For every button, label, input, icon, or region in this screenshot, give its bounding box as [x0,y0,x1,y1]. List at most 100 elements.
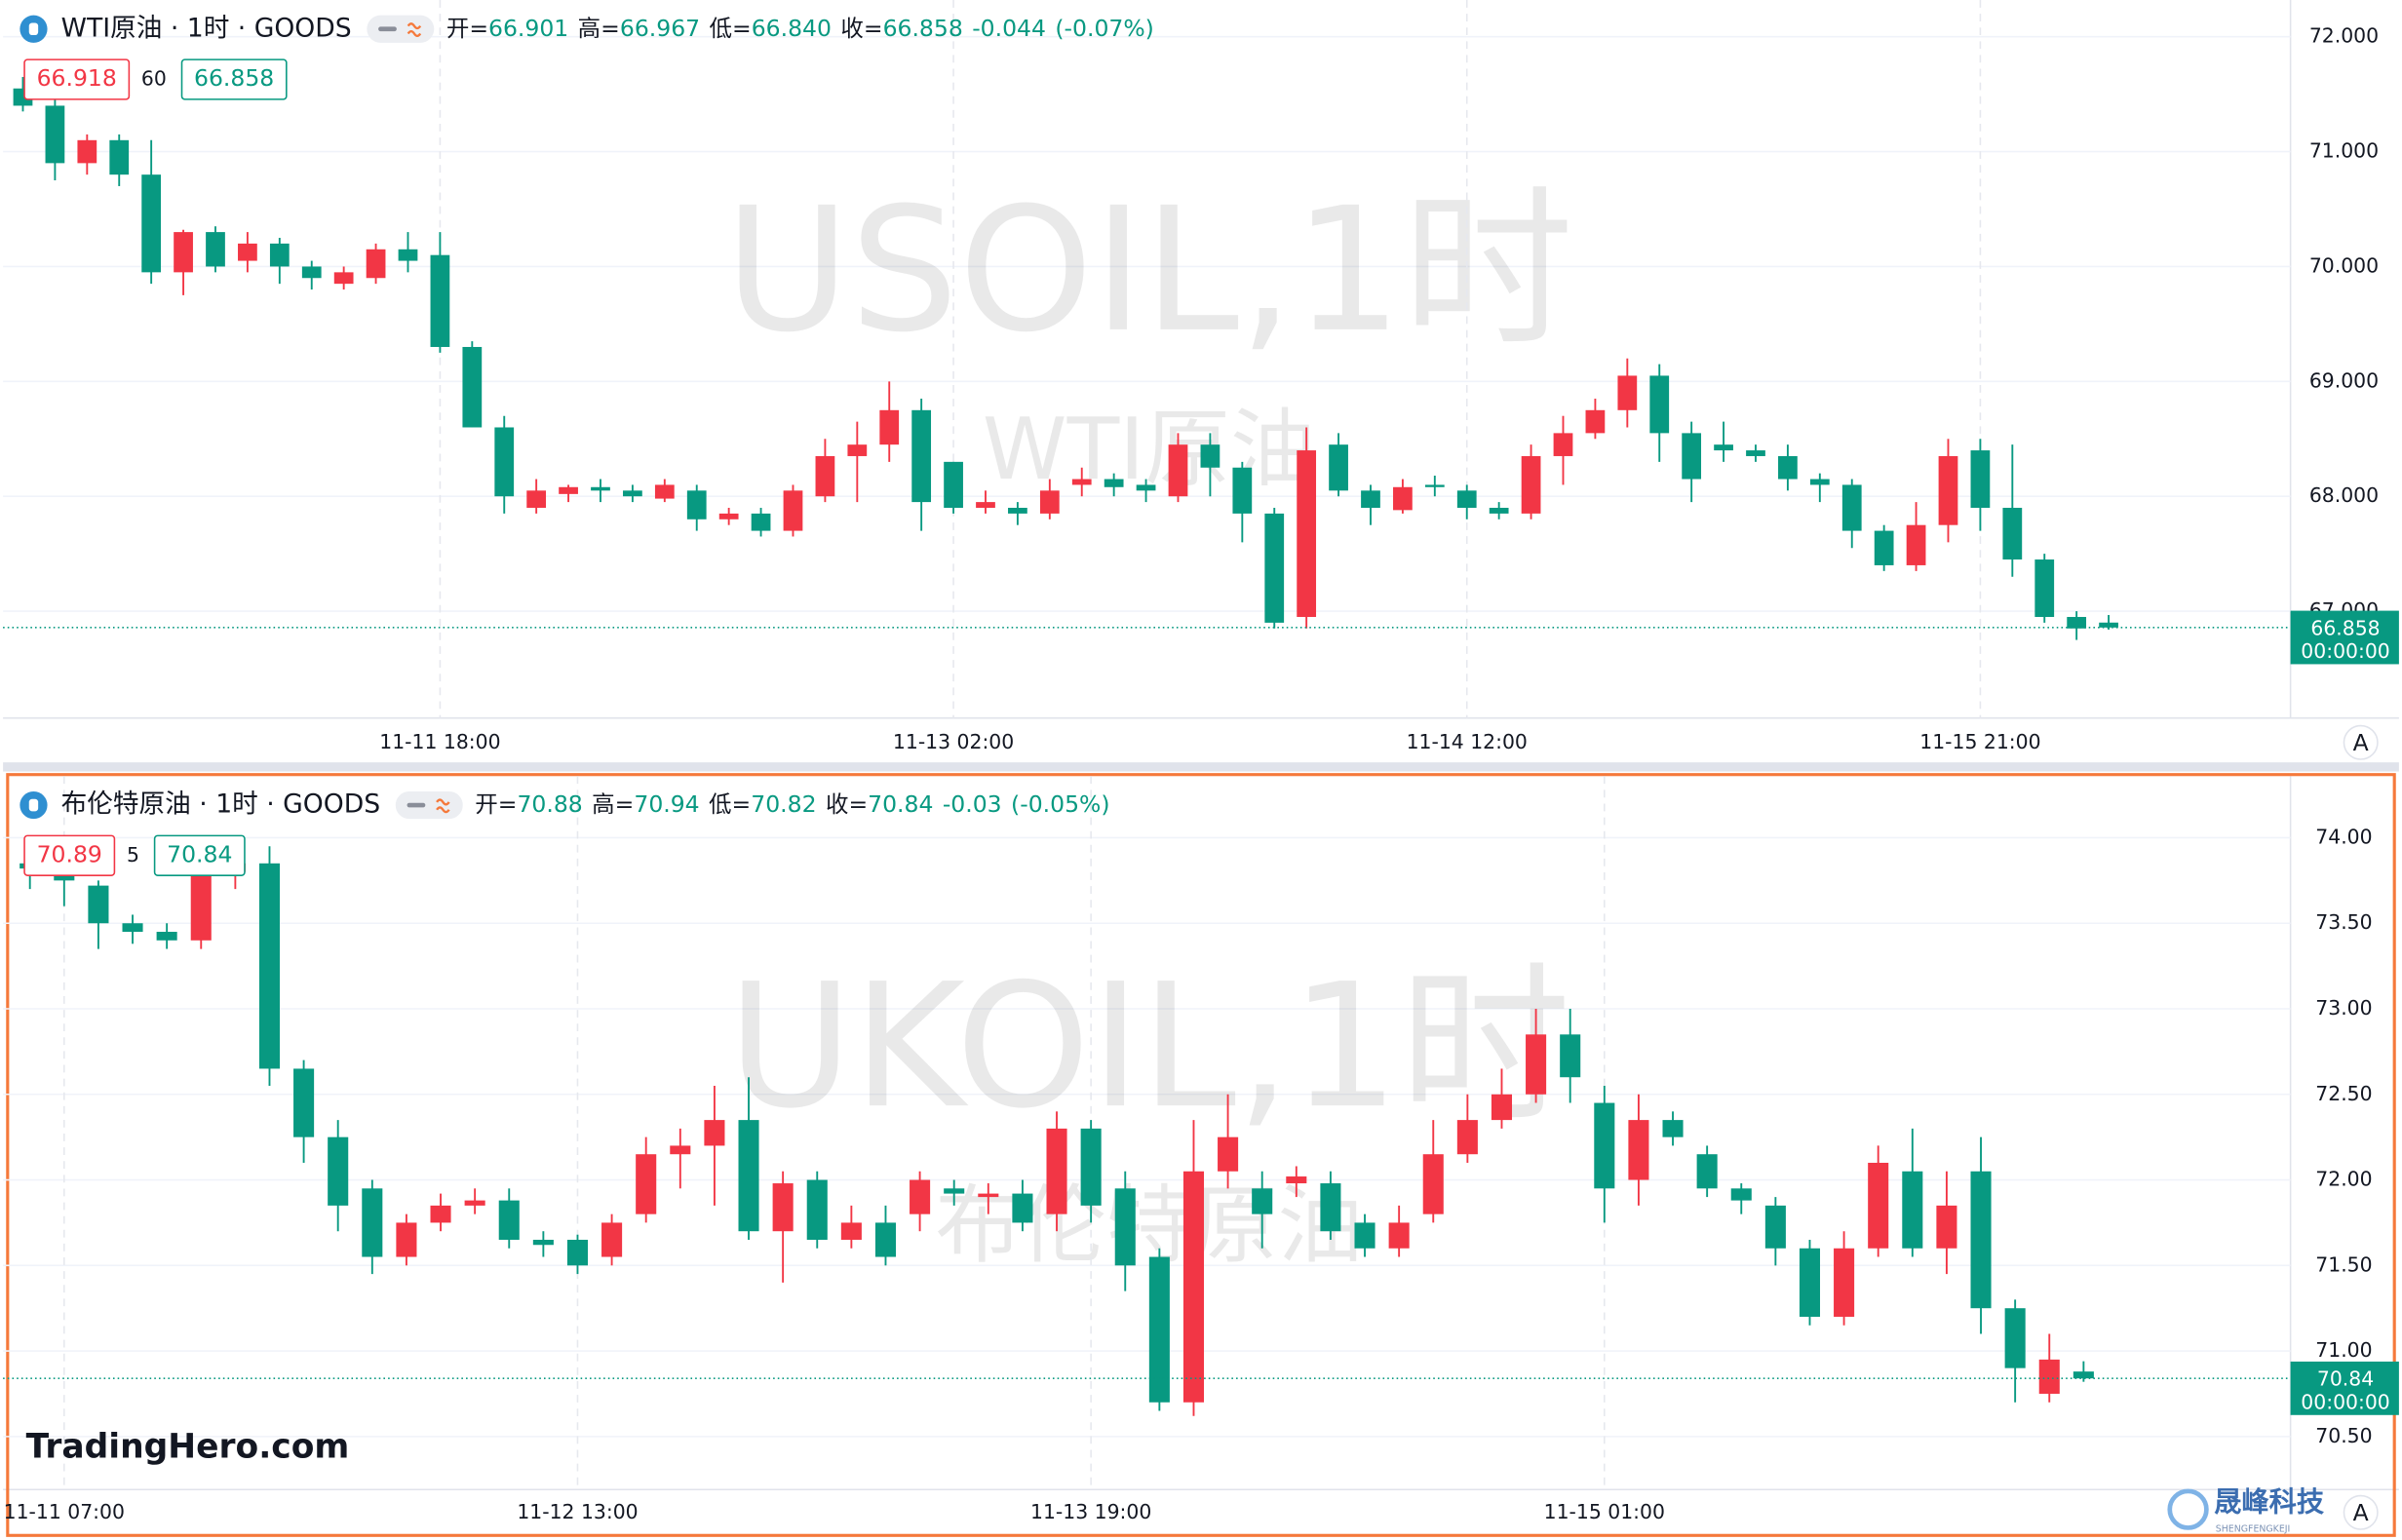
candle-body [978,1193,999,1198]
ask-box[interactable] [153,834,246,876]
x-tick-label: 11-11 07:00 [4,1500,125,1523]
candle-body [874,1222,897,1257]
candle-body [783,490,803,531]
candle-body [1764,1205,1786,1249]
candle-body [1329,444,1348,491]
candle-body [1682,433,1702,480]
candle-body [2038,1359,2060,1394]
candle-body [601,1222,623,1257]
auto-scale-button[interactable] [2343,724,2379,760]
candle-body [1393,486,1413,511]
countdown-label: 00:00:00 [2301,1390,2389,1413]
x-tick-label: 11-13 02:00 [893,730,1014,753]
candle-body [1714,444,1733,451]
legend-value: 66.967 [620,14,700,41]
candle-body [559,486,578,494]
visibility-toggle[interactable] [395,790,463,820]
x-tick-label: 11-11 18:00 [379,730,500,753]
candle-body [1778,455,1798,480]
candle-body [1649,375,1670,434]
candle-body [1168,444,1188,497]
candle-body [498,1200,520,1240]
x-tick-label: 11-15 01:00 [1544,1500,1665,1523]
auto-scale-button[interactable] [2343,1494,2379,1530]
candle-body [398,249,418,261]
watermark: UKOIL,1时 [727,947,1570,1146]
legend-label: 低= [709,790,751,818]
candle-body [2034,559,2055,617]
ask-box[interactable] [180,58,288,100]
watermark-subtitle: 布伦特原油 [935,1175,1363,1275]
y-tick-label: 73.00 [2315,996,2372,1020]
candle-body [2004,1308,2026,1368]
ohlc-legend: 开=66.901 高=66.967 低=66.840 收=66.858 -0.044 (-… [446,14,1154,41]
symbol-icon-glyph [28,22,39,36]
candle-body [174,232,193,273]
candle-body [1936,1205,1957,1249]
candle-body [879,409,900,445]
candle-body [362,1188,383,1257]
bid-price: 66.918 [37,64,117,92]
legend-value: 66.858 [883,14,963,41]
candle-body [109,139,130,175]
candle-body [1902,1171,1923,1249]
candle-body [1841,484,1862,531]
x-tick-label: 11-14 12:00 [1407,730,1528,753]
candle-body [1071,479,1092,485]
chart-layer: USOIL,1时 WTI原油 11-11 18:00 11-13 02:00 11-14… [3,0,2399,1530]
legend-value: 70.88 [517,790,582,818]
candle-body [1746,450,1765,456]
legend-value: 66.901 [488,14,568,41]
candle-body [1424,484,1445,487]
toggle-glyph [436,798,450,814]
auto-scale-label: A [2353,1499,2369,1526]
candle-body [1422,1154,1444,1214]
legend-value: -0.044 [972,14,1046,41]
candle-body [1834,1248,1855,1317]
x-tick-label: 11-15 21:00 [1919,730,2040,753]
candle-body [1970,450,1991,508]
candle-body [45,105,65,164]
candle-body [2073,1371,2094,1379]
pane-separator[interactable] [3,762,2399,772]
y-tick-label: 71.50 [2315,1252,2372,1276]
candle-body [190,871,212,941]
brand-icon [2167,1488,2209,1530]
candle-body [815,455,835,497]
visibility-toggle[interactable] [367,15,435,43]
candle-body [1696,1154,1718,1189]
chart-title: 布伦特原油 · 1时 · GOODS [61,789,380,820]
chart-title: WTI原油 · 1时 · GOODS [61,13,352,43]
candle-body [944,461,963,508]
candle-body [636,1154,657,1214]
candle-body [301,266,322,279]
candle-body [1114,1188,1136,1266]
legend-label: 收= [826,790,868,818]
bid-box[interactable] [23,58,131,100]
active-pane-border [6,773,2396,1537]
legend-label: 高= [578,14,620,41]
candle-body [976,502,995,508]
brand-watermark-latin: SHENGFENGKEJI [2216,1524,2291,1535]
candle-body [1938,455,1958,525]
candle-body [1046,1128,1067,1214]
candle-body [258,863,281,1069]
candle-body [1730,1188,1752,1201]
candle-body [591,486,610,491]
candle-body [206,232,225,267]
bid-box[interactable] [23,834,116,876]
candle-body [1456,1120,1478,1155]
candle-body [88,885,109,924]
candle-body [532,1239,554,1246]
candle-body [1799,1248,1821,1317]
candle-body [623,490,642,497]
candle-body [1456,490,1477,508]
legend-label: 开= [475,790,517,818]
candle-body [464,1200,485,1206]
candle-body [1008,507,1027,514]
candle-body [238,243,257,261]
brand-watermark: 晟峰科技 [2214,1485,2325,1518]
y-tick-label: 72.000 [2309,24,2379,48]
y-tick-label: 68.000 [2309,483,2379,507]
x-tick-label: 11-13 19:00 [1030,1500,1151,1523]
